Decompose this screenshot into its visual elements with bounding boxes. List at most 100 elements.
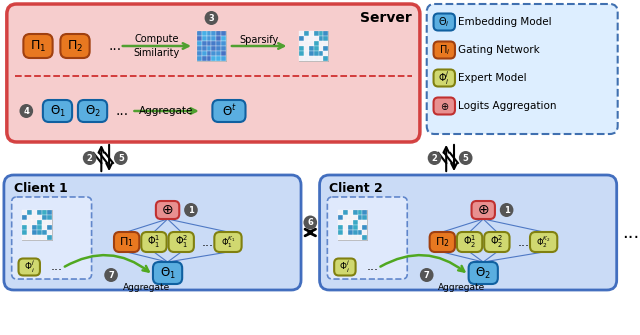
Bar (28, 230, 32, 235)
Bar (358, 220, 362, 225)
Bar (358, 215, 362, 220)
Bar (207, 51, 211, 56)
Text: $\Pi_2$: $\Pi_2$ (435, 235, 450, 249)
Bar (362, 225, 367, 230)
Bar (47, 230, 52, 235)
Bar (221, 31, 226, 36)
Bar (319, 31, 323, 36)
Bar (323, 46, 328, 51)
Bar (309, 31, 314, 36)
Text: $\oplus$: $\oplus$ (477, 203, 490, 217)
Bar (207, 46, 211, 51)
Bar (353, 220, 358, 225)
Bar (309, 56, 314, 61)
Circle shape (420, 268, 433, 282)
Bar (216, 56, 221, 61)
Text: 7: 7 (424, 270, 429, 279)
Bar (42, 230, 47, 235)
Text: $\Phi_i^j$: $\Phi_i^j$ (24, 259, 35, 275)
Circle shape (500, 203, 513, 217)
Bar (338, 210, 367, 240)
Bar (319, 46, 323, 51)
Bar (22, 220, 28, 225)
Bar (211, 36, 216, 41)
Bar (323, 56, 328, 61)
Bar (221, 56, 226, 61)
FancyBboxPatch shape (168, 232, 194, 252)
Text: ...: ... (202, 236, 214, 249)
Bar (202, 41, 207, 46)
FancyBboxPatch shape (484, 232, 509, 252)
Bar (343, 210, 348, 215)
Bar (299, 31, 304, 36)
Bar (309, 36, 314, 41)
Circle shape (83, 151, 97, 165)
Text: Aggregate: Aggregate (140, 106, 194, 116)
FancyBboxPatch shape (12, 197, 92, 279)
Bar (37, 230, 42, 235)
Text: $\Theta_i$: $\Theta_i$ (438, 15, 450, 29)
Bar (304, 41, 309, 46)
Bar (338, 235, 343, 240)
FancyBboxPatch shape (153, 262, 182, 284)
Bar (299, 46, 304, 51)
Text: ...: ... (517, 236, 529, 249)
Bar (207, 41, 211, 46)
Bar (358, 230, 362, 235)
FancyBboxPatch shape (212, 100, 246, 122)
Circle shape (184, 203, 198, 217)
Bar (42, 220, 47, 225)
Bar (314, 41, 319, 46)
Bar (309, 51, 314, 56)
Bar (314, 56, 319, 61)
Bar (221, 46, 226, 51)
Text: 5: 5 (118, 153, 124, 162)
Bar (299, 36, 304, 41)
Bar (197, 56, 202, 61)
Text: Embedding Model: Embedding Model (458, 17, 552, 27)
Text: 1: 1 (188, 205, 194, 214)
Bar (197, 41, 202, 46)
Bar (202, 51, 207, 56)
Bar (343, 220, 348, 225)
Bar (42, 235, 47, 240)
Bar (319, 41, 323, 46)
Text: $\Phi_2^1$: $\Phi_2^1$ (463, 233, 476, 250)
Bar (304, 36, 309, 41)
Bar (28, 210, 32, 215)
FancyBboxPatch shape (60, 34, 90, 58)
Bar (299, 41, 304, 46)
Bar (358, 225, 362, 230)
Bar (197, 36, 202, 41)
Bar (358, 210, 362, 215)
Text: 3: 3 (209, 13, 214, 22)
Bar (197, 31, 226, 61)
Text: ...: ... (116, 104, 129, 118)
Text: $\Theta_2$: $\Theta_2$ (84, 104, 100, 119)
Text: $\Theta_2$: $\Theta_2$ (476, 265, 491, 280)
FancyBboxPatch shape (24, 34, 52, 58)
Bar (353, 230, 358, 235)
Bar (22, 210, 28, 215)
Bar (42, 225, 47, 230)
Text: Sparsify: Sparsify (239, 35, 279, 45)
Bar (42, 215, 47, 220)
Text: ...: ... (366, 261, 378, 273)
Bar (211, 31, 216, 36)
Text: $\Pi_1$: $\Pi_1$ (30, 39, 46, 54)
Bar (42, 210, 47, 215)
Bar (207, 56, 211, 61)
Bar (319, 36, 323, 41)
Bar (362, 230, 367, 235)
Bar (323, 31, 328, 36)
Bar (323, 51, 328, 56)
FancyBboxPatch shape (19, 259, 40, 275)
Circle shape (104, 268, 118, 282)
Text: $\Phi_2^2$: $\Phi_2^2$ (490, 233, 504, 250)
Bar (221, 36, 226, 41)
Bar (338, 225, 343, 230)
Bar (299, 31, 328, 61)
Bar (197, 46, 202, 51)
FancyBboxPatch shape (4, 175, 301, 290)
Bar (28, 215, 32, 220)
